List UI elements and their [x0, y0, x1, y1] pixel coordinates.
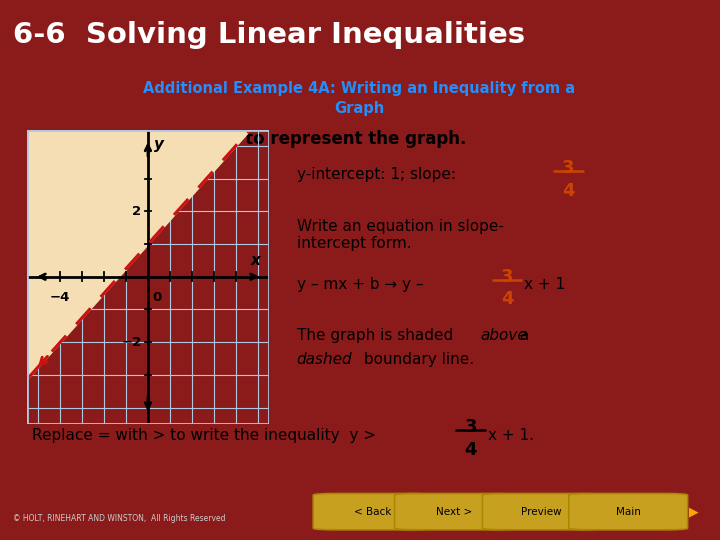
Text: Preview: Preview [521, 507, 562, 517]
Text: ▶: ▶ [689, 505, 699, 518]
Text: © HOLT, RINEHART AND WINSTON,  All Rights Reserved: © HOLT, RINEHART AND WINSTON, All Rights… [13, 514, 225, 523]
Text: 3: 3 [501, 268, 513, 287]
Text: Main: Main [616, 507, 641, 517]
Text: The graph is shaded: The graph is shaded [297, 328, 458, 343]
Text: y-intercept: 1; slope:: y-intercept: 1; slope: [297, 167, 460, 183]
Text: 6-6  Solving Linear Inequalities: 6-6 Solving Linear Inequalities [13, 21, 525, 49]
FancyBboxPatch shape [569, 494, 688, 530]
Text: boundary line.: boundary line. [359, 352, 474, 367]
Text: a: a [516, 328, 530, 343]
FancyBboxPatch shape [313, 494, 432, 530]
Text: y: y [154, 137, 164, 152]
Text: 2: 2 [132, 205, 141, 218]
Text: 4: 4 [464, 441, 477, 459]
Text: Graph: Graph [334, 101, 384, 116]
Text: Additional Example 4A: Writing an Inequality from a: Additional Example 4A: Writing an Inequa… [143, 80, 575, 96]
Text: < Back: < Back [354, 507, 391, 517]
Text: 3: 3 [562, 159, 575, 177]
Text: x: x [251, 253, 261, 268]
Text: Write an equation in slope-
intercept form.: Write an equation in slope- intercept fo… [297, 219, 503, 251]
Text: dashed: dashed [297, 352, 352, 367]
Text: x + 1: x + 1 [523, 276, 565, 292]
Text: −4: −4 [50, 292, 71, 305]
FancyBboxPatch shape [395, 494, 513, 530]
FancyBboxPatch shape [482, 494, 601, 530]
Text: y – mx + b → y –: y – mx + b → y – [297, 276, 428, 292]
Text: Write an inequality to represent the graph.: Write an inequality to represent the gra… [60, 130, 466, 148]
Text: 3: 3 [464, 418, 477, 436]
Text: Next >: Next > [436, 507, 472, 517]
Text: 4: 4 [562, 182, 575, 200]
Text: 4: 4 [501, 290, 513, 308]
Text: above: above [480, 328, 527, 343]
Text: Replace = with > to write the inequality  y >: Replace = with > to write the inequality… [32, 428, 381, 443]
Text: 0: 0 [153, 292, 162, 305]
Text: x + 1.: x + 1. [487, 428, 534, 443]
Text: −2: −2 [121, 336, 141, 349]
